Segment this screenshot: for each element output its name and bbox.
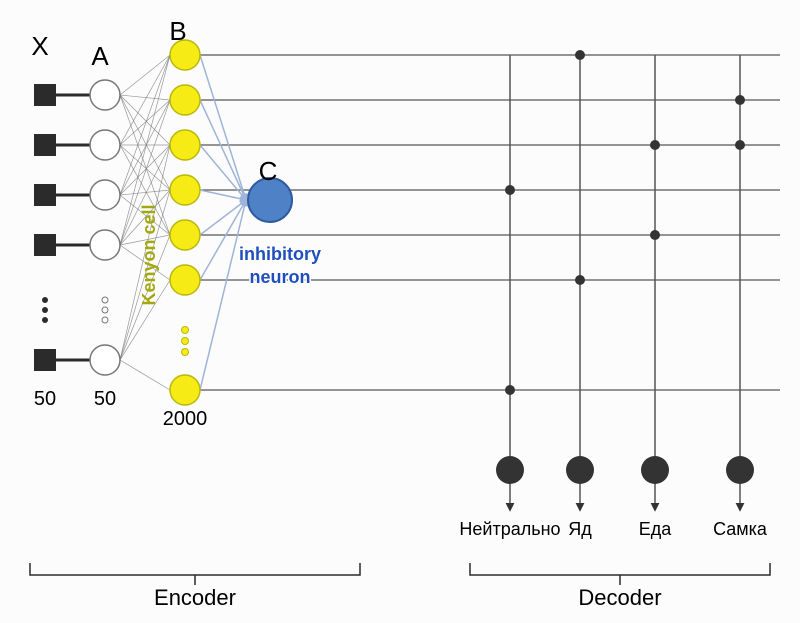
ellipsis-dot bbox=[42, 317, 48, 323]
edge-a-b bbox=[120, 55, 170, 195]
col-label-x: X bbox=[31, 31, 48, 61]
edge-a-b bbox=[120, 95, 170, 100]
edge-a-b bbox=[120, 100, 170, 195]
output-label: Яд bbox=[568, 519, 592, 539]
a-node bbox=[90, 180, 120, 210]
synapse-dot bbox=[650, 140, 660, 150]
edge-b-c bbox=[200, 200, 246, 280]
output-node bbox=[726, 456, 754, 484]
synapse-dot bbox=[505, 385, 515, 395]
b-node bbox=[170, 220, 200, 250]
col-label-a: A bbox=[91, 41, 109, 71]
x-node bbox=[34, 84, 56, 106]
ellipsis-dot bbox=[102, 297, 108, 303]
b-count: 2000 bbox=[163, 408, 208, 430]
kenyon-label: Kenyon cell bbox=[139, 204, 159, 305]
synapse-dot bbox=[735, 140, 745, 150]
edge-b-c bbox=[200, 200, 246, 390]
x-node bbox=[34, 184, 56, 206]
a-node bbox=[90, 80, 120, 110]
b-node bbox=[170, 175, 200, 205]
a-count: 50 bbox=[94, 388, 116, 410]
edge-b-c bbox=[200, 55, 246, 200]
a-node bbox=[90, 230, 120, 260]
synapse-dot bbox=[735, 95, 745, 105]
section-label: Encoder bbox=[154, 585, 236, 610]
output-node bbox=[496, 456, 524, 484]
col-label-c: C bbox=[259, 156, 278, 186]
ellipsis-dot bbox=[42, 297, 48, 303]
edge-a-b bbox=[120, 95, 170, 145]
section-label: Decoder bbox=[578, 585, 661, 610]
b-node bbox=[170, 130, 200, 160]
x-node bbox=[34, 234, 56, 256]
synapse-dot bbox=[505, 185, 515, 195]
edge-a-b bbox=[120, 55, 170, 145]
bracket bbox=[470, 563, 770, 575]
col-label-b: B bbox=[169, 16, 186, 46]
edge-a-b bbox=[120, 145, 170, 195]
b-node bbox=[170, 265, 200, 295]
a-node bbox=[90, 130, 120, 160]
synapse-dot bbox=[575, 50, 585, 60]
output-node bbox=[641, 456, 669, 484]
ellipsis-dot bbox=[182, 327, 189, 334]
output-node bbox=[566, 456, 594, 484]
x-count: 50 bbox=[34, 388, 56, 410]
x-node bbox=[34, 349, 56, 371]
edge-b-c bbox=[200, 100, 246, 200]
ellipsis-dot bbox=[102, 307, 108, 313]
synapse-dot bbox=[650, 230, 660, 240]
inhib-label: inhibitory bbox=[239, 244, 321, 264]
ellipsis-dot bbox=[102, 317, 108, 323]
ellipsis-dot bbox=[42, 307, 48, 313]
ellipsis-dot bbox=[182, 349, 189, 356]
output-label: Еда bbox=[639, 519, 673, 539]
bracket bbox=[30, 563, 360, 575]
a-node bbox=[90, 345, 120, 375]
output-label: Самка bbox=[713, 519, 768, 539]
ellipsis-dot bbox=[182, 338, 189, 345]
b-node bbox=[170, 85, 200, 115]
edge-a-b bbox=[120, 360, 170, 390]
output-label: Нейтрально bbox=[459, 519, 560, 539]
b-node bbox=[170, 375, 200, 405]
synapse-dot bbox=[575, 275, 585, 285]
x-node bbox=[34, 134, 56, 156]
inhib-label: neuron bbox=[250, 267, 311, 287]
edge-a-b bbox=[120, 145, 170, 190]
